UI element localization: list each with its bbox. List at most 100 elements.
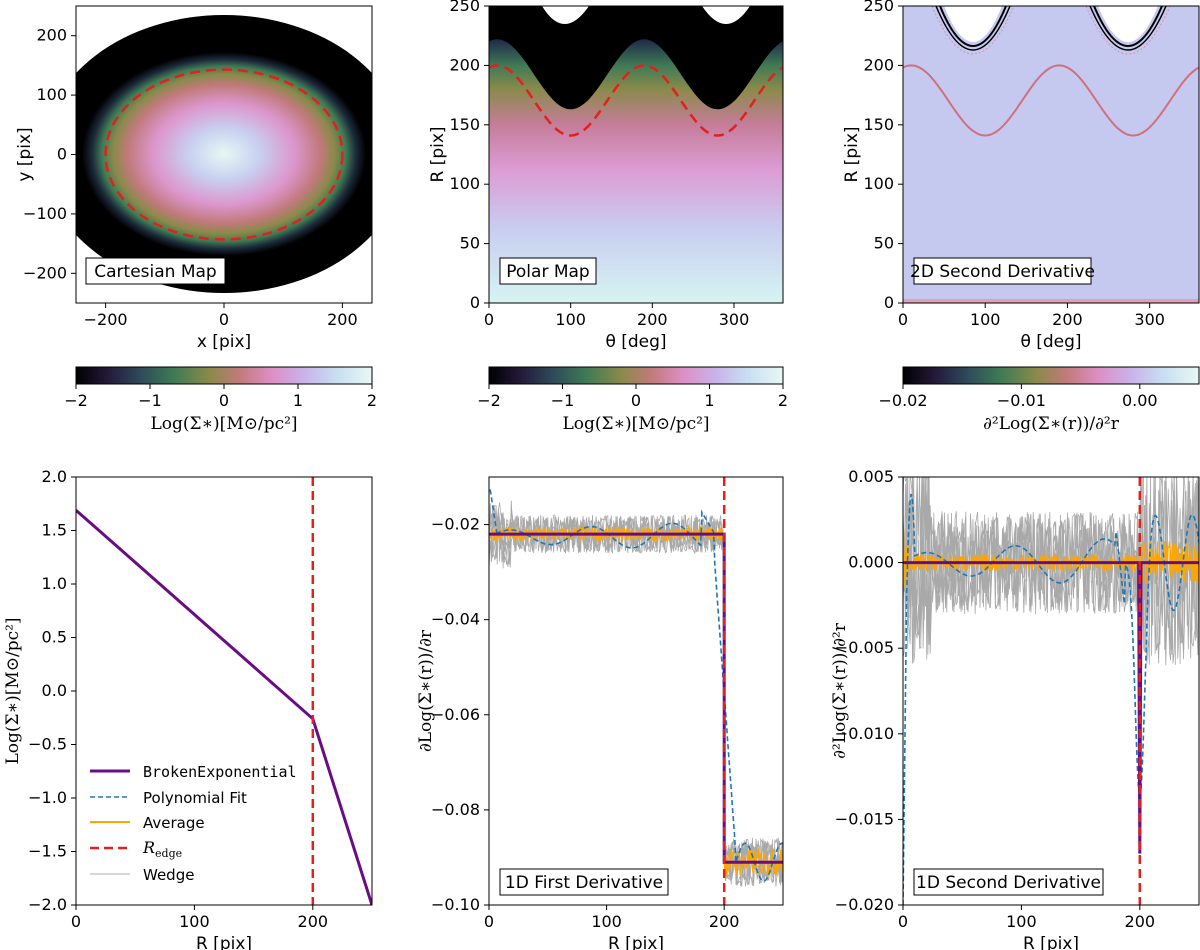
y-tick-label: 150	[863, 115, 894, 134]
y-tick-label: −0.005	[835, 638, 894, 657]
x-tick-label: 300	[719, 310, 750, 329]
average-line	[489, 525, 783, 878]
second2d-axes-frame	[902, 5, 1200, 304]
y-tick-label: 0	[884, 293, 894, 312]
y-tick-label: 0.000	[848, 553, 894, 572]
x-tick-label: 0	[71, 912, 81, 931]
y-tick-label: 200	[36, 26, 67, 45]
x-tick-label: −200	[84, 310, 128, 329]
broken-exponential-line	[903, 561, 1199, 854]
y-axis-label: R [pix]	[428, 126, 448, 182]
cartesian-label: Cartesian Map	[94, 262, 216, 282]
x-tick-label: 100	[1006, 912, 1037, 931]
y-tick-label: −0.015	[835, 809, 894, 828]
inner-boundary-strip	[903, 299, 1199, 303]
second2d-ridge-1c	[931, 6, 1015, 55]
y-tick-label: −0.02	[431, 515, 480, 534]
first-derivative-axes-frame	[488, 476, 784, 906]
y-axis-label: y [pix]	[15, 127, 35, 181]
colorbar-tick-label: 1	[704, 391, 714, 410]
second2d-label: 2D Second Derivative	[910, 262, 1095, 282]
broken-exponential-line	[489, 532, 783, 864]
y-tick-label: 1.0	[42, 574, 67, 593]
x-tick-label: 200	[1125, 912, 1156, 931]
y-tick-label: 0	[57, 145, 67, 164]
polar-label: Polar Map	[506, 262, 589, 282]
legend-label-edge: Redge	[142, 838, 182, 860]
polynomial-fit-line	[489, 489, 783, 882]
polar-map-image	[489, 6, 783, 303]
x-tick-label: 0	[898, 912, 908, 931]
y-tick-label: 200	[863, 55, 894, 74]
colorbar-second2d: −0.02 −0.01 0.00 ∂²Log(Σ∗(r))/∂²r	[878, 366, 1200, 434]
second-derivative-label-box: 1D Second Derivative	[913, 868, 1104, 896]
legend-label-average: Average	[143, 814, 205, 832]
x-tick-label: 0	[898, 310, 908, 329]
y-tick-label: 100	[863, 174, 894, 193]
x-axis-label: x [pix]	[197, 332, 251, 352]
polar-empty-region-2	[702, 6, 750, 24]
second2d-ridge-2b	[1089, 6, 1167, 51]
y-tick-label: −1.5	[28, 842, 67, 861]
y-tick-label: 50	[874, 234, 894, 253]
y-tick-label: −1.0	[28, 788, 67, 807]
cartesian-disk	[82, 52, 366, 256]
first-derivative-label: 1D First Derivative	[505, 873, 663, 893]
second-derivative-2d-image	[903, 6, 1199, 303]
colorbar-tick-label: −2	[64, 391, 88, 410]
wedge-lines	[489, 500, 783, 887]
second2d-ridge-1a	[939, 6, 1007, 47]
profile-axes: 0 100 200 2.0 1.5 1.0 0.5 0.0 −0.5 −1.0 −1.5 −2.0 R …	[3, 467, 328, 950]
edge-ellipse	[104, 68, 344, 241]
y-tick-label: −0.5	[28, 735, 67, 754]
x-tick-label: 200	[637, 310, 668, 329]
second2d-ridge-2a	[1093, 6, 1163, 47]
y-tick-label: 250	[449, 0, 480, 15]
y-tick-label: 150	[449, 115, 480, 134]
y-tick-label: −0.08	[431, 800, 480, 819]
y-tick-label: 1.5	[42, 521, 67, 540]
y-tick-label: 0.5	[42, 628, 67, 647]
legend-label-model: BrokenExponential	[143, 763, 297, 781]
polar-axes: 0 100 200 300 0 50 100 150 200 250 θ [deg] R [pix]	[428, 0, 749, 352]
polar-label-box: Polar Map	[499, 257, 597, 285]
x-tick-label: 200	[1052, 310, 1083, 329]
polar-axes-frame	[488, 5, 784, 304]
second-derivative-axes-frame	[902, 476, 1200, 906]
cartesian-map-image	[76, 15, 372, 293]
x-tick-label: 200	[298, 912, 329, 931]
second2d-empty-region-1	[944, 6, 1002, 42]
x-axis-label: R [pix]	[1023, 934, 1079, 950]
y-axis-label: ∂²Log(Σ∗(r))/∂²r	[830, 622, 850, 759]
legend-label-fit: Polynomial Fit	[143, 789, 247, 807]
x-axis-label: R [pix]	[196, 934, 252, 950]
colorbar-polar: −2 −1 0 1 2 Log(Σ∗)[M⊙/pc²]	[477, 366, 788, 434]
y-tick-label: 250	[863, 0, 894, 15]
second-derivative-axes: 0 100 200 0.005 0.000 −0.005 −0.010 −0.015 −0.02…	[830, 467, 1155, 950]
legend: BrokenExponential Polynomial Fit Average…	[90, 763, 297, 884]
cartesian-axes: −200 0 200 −200 −100 0 100 200 x [pix] y [pix]	[15, 26, 358, 352]
second2d-edge-curve	[903, 64, 1199, 137]
second2d-ridge-1b	[935, 6, 1011, 51]
second2d-label-box: 2D Second Derivative	[910, 257, 1095, 285]
x-tick-label: 0	[484, 912, 494, 931]
x-tick-label: 100	[179, 912, 210, 931]
y-tick-label: 100	[36, 85, 67, 104]
x-tick-label: 200	[327, 310, 358, 329]
y-axis-label: Log(Σ∗)[M⊙/pc²]	[3, 617, 23, 764]
y-tick-label: 50	[460, 234, 480, 253]
colorbar-cartesian: −2 −1 0 1 2 Log(Σ∗)[M⊙/pc²]	[64, 366, 377, 434]
second2d-axes: 0 100 200 300 0 50 100 150 200 250 θ [deg] R [pix]	[842, 0, 1165, 352]
polar-empty-region-1	[542, 6, 589, 24]
y-axis-label: R [pix]	[842, 126, 862, 182]
colorbar-polar-label: Log(Σ∗)[M⊙/pc²]	[562, 414, 709, 434]
y-tick-label: 100	[449, 174, 480, 193]
second-derivative-panel: 0 100 200 0.005 0.000 −0.005 −0.010 −0.015 −0.02…	[830, 467, 1200, 950]
y-tick-label: −0.020	[835, 895, 894, 914]
y-tick-label: −2.0	[28, 895, 67, 914]
colorbar-tick-label: −1	[138, 391, 162, 410]
colorbar-tick-label: −0.01	[997, 391, 1046, 410]
colorbar-tick-label: 1	[293, 391, 303, 410]
